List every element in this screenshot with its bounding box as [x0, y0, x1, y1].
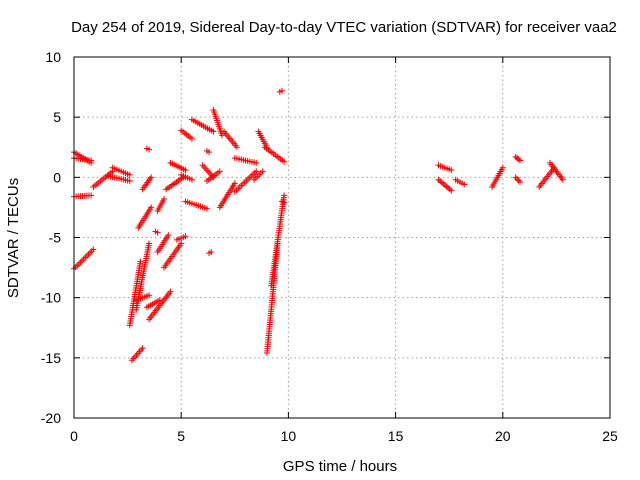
data-point [167, 288, 174, 295]
data-point [278, 87, 285, 94]
x-tick-label: 10 [281, 428, 297, 444]
y-tick-label: 0 [53, 169, 61, 185]
data-point [253, 159, 260, 166]
data-point [516, 179, 523, 186]
data-point [281, 192, 288, 199]
axis-tick-labels: 0 5 10 15 20 25 -20 -15 -10 -5 0 5 10 [41, 49, 618, 444]
data-point [203, 205, 210, 212]
axis-ticks [73, 56, 611, 419]
data-point [448, 187, 455, 194]
y-tick-label: -15 [41, 350, 61, 366]
data-point [188, 176, 195, 183]
y-tick-label: 10 [45, 49, 61, 65]
data-point [210, 128, 217, 135]
chart-title: Day 254 of 2019, Sidereal Day-to-day VTE… [71, 19, 617, 36]
data-point [146, 146, 153, 153]
data-point [461, 181, 468, 188]
data-point [165, 232, 172, 239]
x-axis-label: GPS time / hours [283, 458, 397, 475]
data-point [126, 171, 133, 178]
y-axis-label: SDTVAR / TECUs [5, 178, 22, 298]
data-point [148, 174, 155, 181]
y-tick-label: -20 [41, 410, 61, 426]
y-tick-label: -5 [49, 230, 62, 246]
data-point [139, 345, 146, 352]
x-tick-label: 0 [70, 428, 78, 444]
data-point [559, 176, 566, 183]
data-point [206, 149, 213, 156]
data-point [146, 292, 153, 299]
data-point [88, 159, 95, 166]
x-tick-label: 20 [495, 428, 511, 444]
data-point [259, 168, 266, 175]
data-point [208, 248, 215, 255]
data-point [126, 177, 133, 184]
data-point [161, 195, 168, 202]
data-point [515, 156, 522, 163]
x-tick-label: 5 [177, 428, 185, 444]
y-tick-label: -10 [41, 290, 61, 306]
data-point [218, 132, 225, 139]
data-point [188, 135, 195, 142]
data-point [499, 164, 506, 171]
data-point [448, 167, 455, 174]
data-point [146, 240, 153, 247]
data-point [253, 168, 260, 175]
data-point [90, 246, 97, 253]
x-tick-label: 25 [602, 428, 618, 444]
data-point [148, 204, 155, 211]
y-tick-label: 5 [53, 109, 61, 125]
data-point [154, 229, 161, 236]
data-point [281, 199, 288, 206]
data-point [182, 233, 189, 240]
data-point [233, 144, 240, 151]
data-point [281, 158, 288, 165]
data-point [178, 240, 185, 247]
data-point [516, 157, 523, 164]
data-point [216, 168, 223, 175]
data-point [231, 180, 238, 187]
x-tick-label: 15 [388, 428, 404, 444]
data-point [88, 192, 95, 199]
data-point [137, 258, 144, 265]
data-point [182, 167, 189, 174]
